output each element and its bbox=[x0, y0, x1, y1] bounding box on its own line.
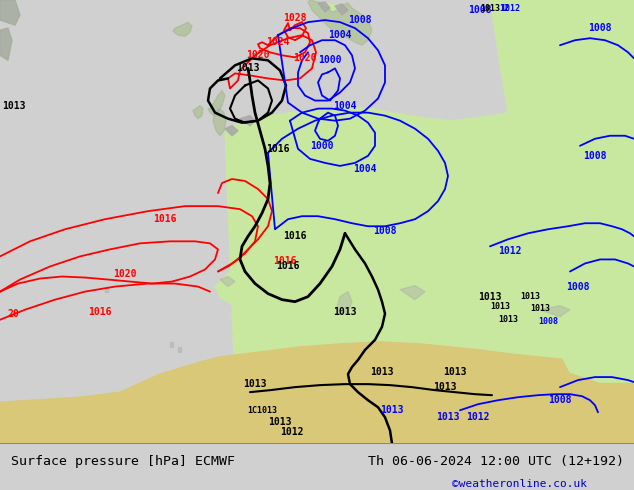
Text: 1013: 1013 bbox=[380, 405, 404, 415]
Text: 1C1013: 1C1013 bbox=[247, 406, 277, 415]
Text: 1008: 1008 bbox=[469, 5, 492, 15]
Polygon shape bbox=[580, 236, 610, 267]
Text: 1013: 1013 bbox=[433, 382, 456, 392]
Text: 1016: 1016 bbox=[88, 307, 112, 317]
Polygon shape bbox=[178, 347, 181, 352]
Polygon shape bbox=[193, 105, 203, 119]
Polygon shape bbox=[308, 0, 372, 45]
Text: 1013: 1013 bbox=[478, 292, 501, 302]
Text: 1013: 1013 bbox=[268, 417, 292, 427]
Text: 1000: 1000 bbox=[310, 141, 333, 151]
Polygon shape bbox=[215, 270, 270, 312]
Polygon shape bbox=[213, 109, 226, 136]
Polygon shape bbox=[220, 276, 235, 287]
Polygon shape bbox=[225, 100, 634, 443]
Text: 1008: 1008 bbox=[548, 395, 572, 405]
Text: 1020: 1020 bbox=[246, 50, 269, 60]
Polygon shape bbox=[287, 256, 300, 302]
Polygon shape bbox=[213, 109, 226, 136]
Polygon shape bbox=[105, 287, 108, 292]
Text: 1008: 1008 bbox=[583, 151, 607, 161]
Polygon shape bbox=[540, 307, 634, 382]
Polygon shape bbox=[315, 3, 360, 38]
Text: 1013: 1013 bbox=[436, 412, 460, 422]
Text: 1004: 1004 bbox=[333, 100, 357, 111]
Text: 1016: 1016 bbox=[153, 214, 177, 224]
Text: 1020: 1020 bbox=[113, 269, 137, 278]
Text: 1012: 1012 bbox=[500, 3, 520, 13]
Polygon shape bbox=[240, 116, 255, 126]
Polygon shape bbox=[318, 2, 330, 12]
Polygon shape bbox=[335, 4, 348, 15]
Polygon shape bbox=[550, 0, 634, 105]
Polygon shape bbox=[255, 242, 295, 270]
Polygon shape bbox=[225, 126, 238, 136]
Text: 1012: 1012 bbox=[498, 246, 522, 256]
Polygon shape bbox=[0, 28, 12, 60]
Text: 1016: 1016 bbox=[266, 144, 290, 154]
Text: 1004: 1004 bbox=[328, 30, 352, 40]
Text: 20: 20 bbox=[8, 309, 20, 319]
Text: 1028: 1028 bbox=[283, 13, 307, 23]
Text: 1008: 1008 bbox=[566, 282, 590, 292]
Text: 1008: 1008 bbox=[348, 15, 372, 25]
Text: 12: 12 bbox=[499, 3, 509, 13]
Text: 1016: 1016 bbox=[273, 256, 297, 267]
Text: 1000: 1000 bbox=[318, 55, 342, 65]
Polygon shape bbox=[400, 286, 425, 300]
Text: 1013: 1013 bbox=[530, 304, 550, 313]
Text: Th 06-06-2024 12:00 UTC (12+192): Th 06-06-2024 12:00 UTC (12+192) bbox=[368, 455, 624, 467]
Polygon shape bbox=[170, 342, 173, 347]
Polygon shape bbox=[173, 22, 192, 36]
Polygon shape bbox=[325, 276, 355, 310]
Text: 1020: 1020 bbox=[294, 53, 317, 63]
Polygon shape bbox=[208, 91, 225, 116]
Text: ©weatheronline.co.uk: ©weatheronline.co.uk bbox=[453, 479, 587, 490]
Text: 1008: 1008 bbox=[588, 23, 612, 33]
Polygon shape bbox=[0, 342, 634, 443]
Polygon shape bbox=[540, 306, 570, 317]
Text: 1013: 1013 bbox=[498, 315, 518, 324]
Text: 1008: 1008 bbox=[373, 226, 397, 236]
Polygon shape bbox=[193, 105, 203, 119]
Polygon shape bbox=[0, 28, 12, 60]
Text: 1012: 1012 bbox=[280, 427, 304, 438]
Text: 1013: 1013 bbox=[443, 367, 467, 377]
Text: 1013: 1013 bbox=[2, 100, 25, 111]
Text: 1012: 1012 bbox=[466, 412, 489, 422]
Text: 1013: 1013 bbox=[236, 63, 260, 74]
Polygon shape bbox=[308, 0, 372, 45]
Text: 1008: 1008 bbox=[538, 318, 558, 326]
Polygon shape bbox=[0, 0, 20, 25]
Text: 1013: 1013 bbox=[370, 367, 394, 377]
Polygon shape bbox=[490, 0, 634, 191]
Polygon shape bbox=[400, 287, 445, 312]
Text: 1004: 1004 bbox=[353, 164, 377, 174]
Text: 1016: 1016 bbox=[283, 231, 307, 241]
Text: 1013: 1013 bbox=[480, 3, 500, 13]
Text: 1013: 1013 bbox=[333, 307, 357, 317]
Polygon shape bbox=[208, 91, 225, 116]
Text: 1024: 1024 bbox=[266, 37, 290, 47]
Text: Surface pressure [hPa] ECMWF: Surface pressure [hPa] ECMWF bbox=[11, 455, 235, 467]
Text: 1016: 1016 bbox=[276, 262, 300, 271]
Text: 1013: 1013 bbox=[490, 302, 510, 311]
Text: 1013: 1013 bbox=[243, 379, 267, 389]
Polygon shape bbox=[173, 22, 192, 36]
Text: 1013: 1013 bbox=[520, 292, 540, 301]
Polygon shape bbox=[337, 292, 352, 314]
Polygon shape bbox=[0, 0, 20, 25]
